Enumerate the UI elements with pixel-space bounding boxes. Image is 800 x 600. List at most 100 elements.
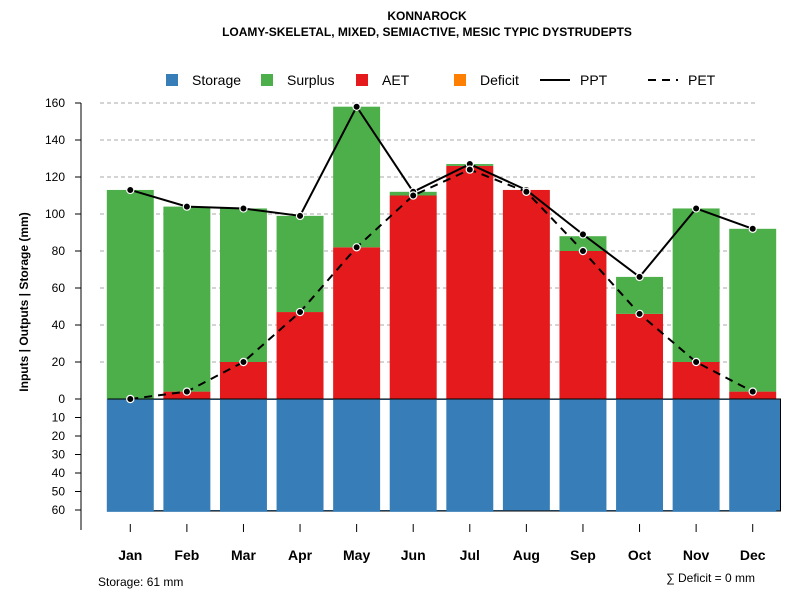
pet-point-dec <box>748 387 757 396</box>
storage-bar-dec <box>729 399 777 512</box>
x-tick-label-dec: Dec <box>740 547 766 563</box>
storage-bar-jan <box>106 399 154 512</box>
y-tick-label: 60 <box>52 281 66 295</box>
y-tick-label: 80 <box>52 244 66 258</box>
y-tick-label: 100 <box>45 207 65 221</box>
storage-bar-oct <box>616 399 664 512</box>
pet-point-jan <box>126 394 135 404</box>
y-tick-label: 60 <box>52 503 66 517</box>
surplus-bar-feb <box>163 206 211 392</box>
legend-label-ppt: PPT <box>580 72 608 88</box>
storage-gap <box>549 400 560 510</box>
y-tick-label: 20 <box>52 355 66 369</box>
y-tick-label: 0 <box>58 392 65 406</box>
pet-point-feb <box>182 387 192 396</box>
x-tick-label-jul: Jul <box>460 547 480 563</box>
storage-gap <box>436 400 447 510</box>
pet-point-apr <box>295 307 305 317</box>
storage-gap <box>153 400 164 510</box>
storage-bar-nov <box>672 399 720 512</box>
legend-label-aet: AET <box>382 72 410 88</box>
storage-gap <box>606 400 617 510</box>
y-tick-label: 160 <box>45 96 65 110</box>
legend-swatch-aet <box>356 74 368 86</box>
legend-label-deficit: Deficit <box>480 72 519 88</box>
storage-gap <box>266 400 277 510</box>
deficit-note: ∑ Deficit = 0 mm <box>666 571 755 585</box>
pet-line <box>130 168 754 400</box>
aet-bar-jul <box>446 165 494 399</box>
storage-bar-sep <box>559 399 607 512</box>
surplus-bar-apr <box>276 215 324 313</box>
legend-swatch-storage <box>166 74 178 86</box>
storage-gap <box>323 400 334 510</box>
storage-bar-may <box>333 399 381 512</box>
aet-bar-oct <box>616 313 664 399</box>
legend-swatch-surplus <box>261 74 273 86</box>
pet-point-nov <box>691 357 701 367</box>
y-tick-label: 120 <box>45 170 65 184</box>
pet-point-aug <box>522 187 531 196</box>
aet-bar-mar <box>219 362 267 399</box>
ppt-point-nov <box>691 204 701 213</box>
surplus-bar-jan <box>106 189 154 399</box>
ppt-point-may <box>352 102 361 111</box>
aet-bar-nov <box>672 362 720 399</box>
storage-bar-mar <box>219 399 267 512</box>
ppt-point-mar <box>239 204 248 213</box>
storage-gap <box>493 400 503 510</box>
x-tick-label-may: May <box>343 547 370 563</box>
storage-gap <box>663 400 673 510</box>
ppt-point-jan <box>126 185 135 195</box>
storage-bar-feb <box>163 399 211 512</box>
storage-bar-apr <box>276 399 324 512</box>
ppt-line <box>130 104 754 279</box>
storage-bar-jun <box>389 399 437 512</box>
ppt-point-apr <box>295 211 305 221</box>
aet-bar-apr <box>276 312 324 399</box>
y-tick-label: 30 <box>52 448 66 462</box>
pet-point-oct <box>635 309 644 319</box>
legend-label-surplus: Surplus <box>287 72 334 88</box>
chart-subtitle: LOAMY-SKELETAL, MIXED, SEMIACTIVE, MESIC… <box>222 25 632 39</box>
surplus-bar-may <box>333 106 381 248</box>
y-tick-label: 50 <box>52 485 66 499</box>
x-tick-label-jan: Jan <box>118 547 142 563</box>
surplus-bar-mar <box>219 208 267 362</box>
ppt-point-dec <box>748 224 757 233</box>
aet-bar-may <box>333 247 381 399</box>
pet-point-mar <box>239 357 248 367</box>
ppt-point-sep <box>578 230 588 239</box>
storage-bar-aug <box>502 399 550 510</box>
x-tick-label-nov: Nov <box>683 547 710 563</box>
y-axis-label: Inputs | Outputs | Storage (mm) <box>17 212 31 391</box>
x-tick-label-aug: Aug <box>513 547 540 563</box>
storage-note: Storage: 61 mm <box>98 575 183 589</box>
x-tick-label-feb: Feb <box>174 547 199 563</box>
pet-point-jun <box>409 191 418 200</box>
x-tick-label-mar: Mar <box>231 547 256 563</box>
surplus-bar-nov <box>672 208 720 362</box>
surplus-bar-dec <box>729 228 777 392</box>
storage-gap <box>719 400 730 510</box>
x-tick-label-jun: Jun <box>401 547 426 563</box>
y-tick-label: 140 <box>45 133 65 147</box>
y-tick-label: 40 <box>52 318 66 332</box>
aet-bar-sep <box>559 251 607 399</box>
ppt-point-feb <box>182 202 192 211</box>
storage-gap <box>210 400 220 510</box>
legend-label-pet: PET <box>688 72 716 88</box>
x-tick-label-oct: Oct <box>628 547 652 563</box>
pet-point-sep <box>578 246 588 256</box>
aet-bar-aug <box>502 189 550 399</box>
x-tick-label-apr: Apr <box>288 547 313 563</box>
storage-gap <box>380 400 390 510</box>
legend-label-storage: Storage <box>192 72 241 88</box>
lines <box>126 102 757 404</box>
bars <box>106 106 781 512</box>
axes: 0 20 40 60 80 100 120 140 160 10 20 30 40 50 60 Jan Feb M… <box>45 96 766 563</box>
y-tick-label: 10 <box>52 411 66 425</box>
x-tick-label-sep: Sep <box>570 547 596 563</box>
legend: Storage Surplus AET Deficit PPT PET <box>166 72 716 88</box>
